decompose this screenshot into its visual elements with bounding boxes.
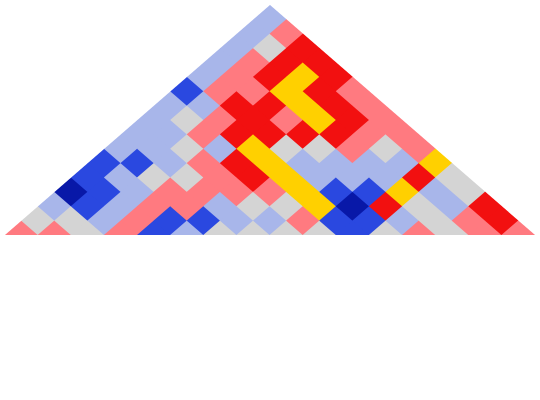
heatmap	[5, 5, 535, 235]
heatmap-cell	[501, 220, 535, 235]
